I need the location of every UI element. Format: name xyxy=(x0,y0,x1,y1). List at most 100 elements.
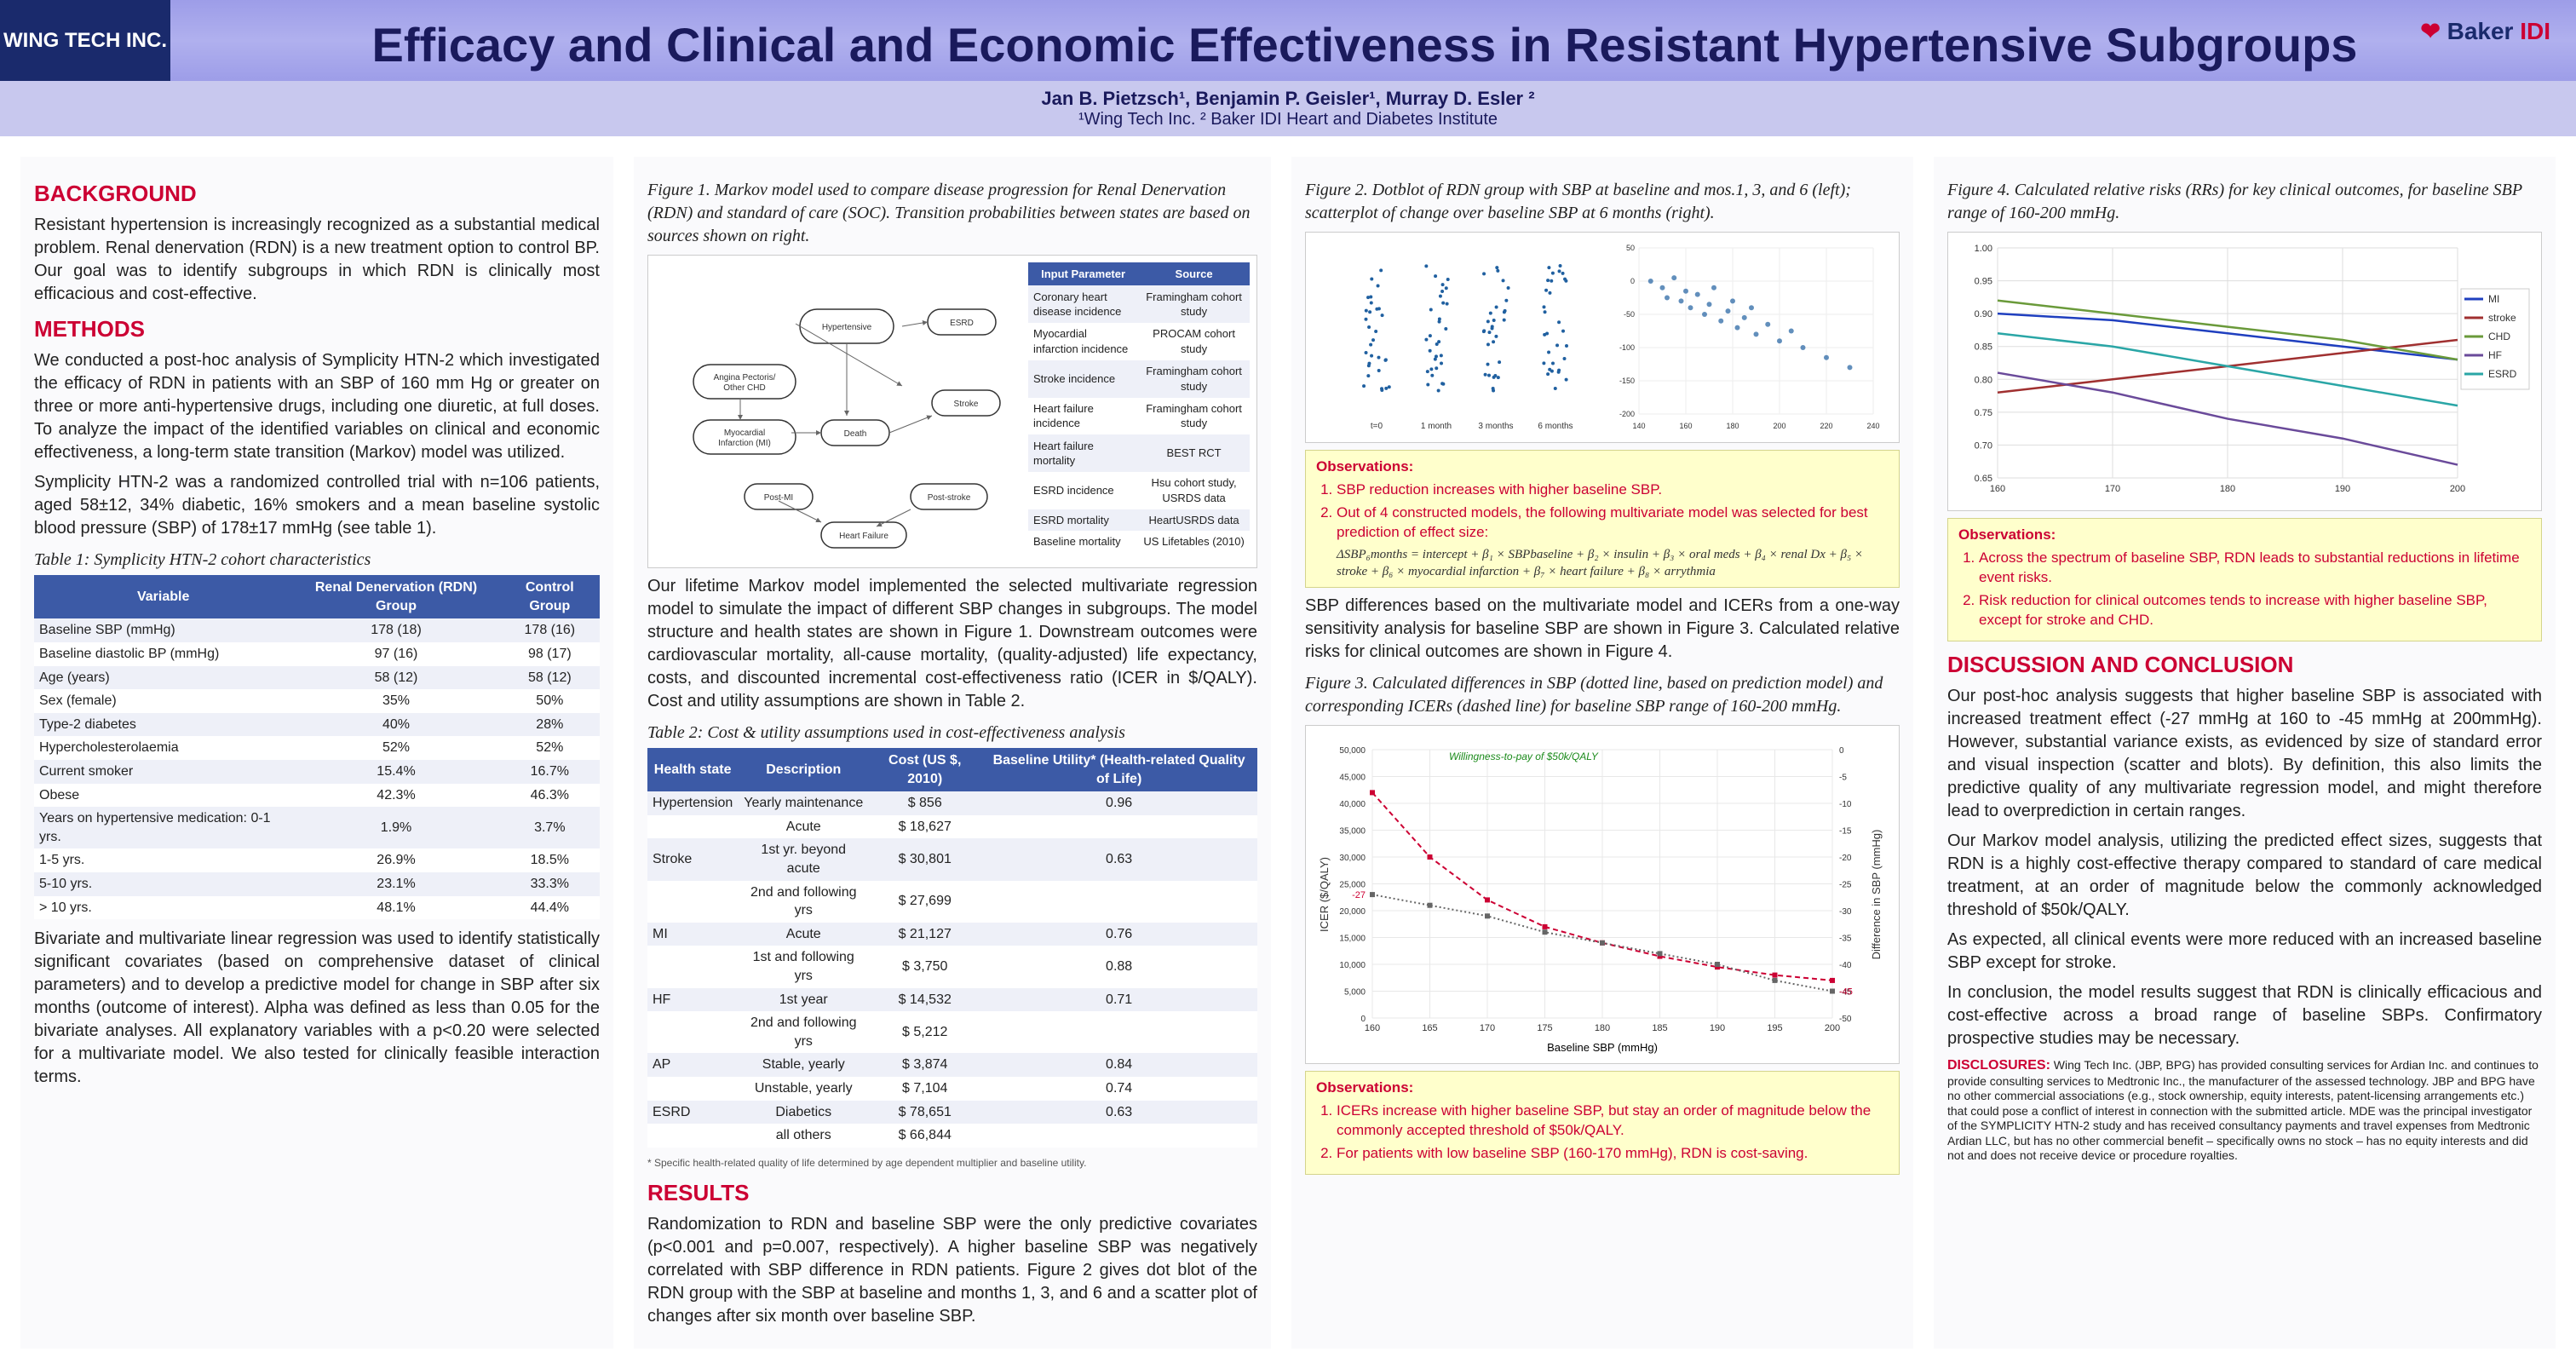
svg-text:25,000: 25,000 xyxy=(1339,881,1366,890)
disclosures: DISCLOSURES: Wing Tech Inc. (JBP, BPG) h… xyxy=(1947,1057,2542,1164)
svg-text:Baseline SBP (mmHg): Baseline SBP (mmHg) xyxy=(1547,1041,1658,1054)
discussion-p3: As expected, all clinical events were mo… xyxy=(1947,929,2542,975)
svg-text:0.95: 0.95 xyxy=(1975,277,1992,287)
svg-text:0: 0 xyxy=(1839,746,1844,756)
obs2-title: Observations: xyxy=(1316,457,1889,477)
discussion-p4: In conclusion, the model results suggest… xyxy=(1947,981,2542,1050)
fig4-caption: Figure 4. Calculated relative risks (RRs… xyxy=(1947,179,2542,225)
svg-text:ESRD: ESRD xyxy=(950,319,974,328)
poster-title: Efficacy and Clinical and Economic Effec… xyxy=(187,17,2542,72)
svg-text:0.90: 0.90 xyxy=(1975,309,1992,319)
svg-text:0.85: 0.85 xyxy=(1975,342,1992,353)
svg-text:Death: Death xyxy=(844,429,867,439)
table2: Health stateDescriptionCost (US $, 2010)… xyxy=(647,748,1257,1148)
svg-text:-100: -100 xyxy=(1619,343,1635,352)
svg-text:-15: -15 xyxy=(1839,827,1852,837)
svg-text:-5: -5 xyxy=(1839,774,1847,783)
svg-text:Angina Pectoris/: Angina Pectoris/ xyxy=(714,373,776,383)
svg-text:-27: -27 xyxy=(1352,890,1366,900)
column-2: Figure 1. Markov model used to compare d… xyxy=(634,157,1271,1349)
fig2-caption: Figure 2. Dotblot of RDN group with SBP … xyxy=(1305,179,1900,225)
wing-tech-logo: WING TECH INC. xyxy=(0,0,170,81)
background-text: Resistant hypertension is increasingly r… xyxy=(34,214,600,306)
results-heading: RESULTS xyxy=(647,1178,1257,1208)
table2-caption: Table 2: Cost & utility assumptions used… xyxy=(647,722,1257,745)
svg-text:190: 190 xyxy=(1710,1023,1725,1033)
svg-text:200: 200 xyxy=(1825,1023,1840,1033)
svg-text:180: 180 xyxy=(2220,484,2235,494)
heart-icon: ❤ xyxy=(2420,18,2440,44)
column-4: Figure 4. Calculated relative risks (RRs… xyxy=(1934,157,2556,1349)
svg-text:Post-stroke: Post-stroke xyxy=(928,493,971,503)
obs4-list: Across the spectrum of baseline SBP, RDN… xyxy=(1979,549,2531,630)
fig3-chart: 16016517017518018519019520005,00010,0001… xyxy=(1313,733,1892,1056)
svg-text:200: 200 xyxy=(1773,422,1785,430)
svg-text:5,000: 5,000 xyxy=(1344,988,1366,998)
svg-text:175: 175 xyxy=(1537,1023,1552,1033)
svg-text:160: 160 xyxy=(1679,422,1692,430)
baker-idi-logo: ❤ Baker IDI xyxy=(2420,17,2550,45)
svg-text:195: 195 xyxy=(1767,1023,1782,1033)
fig1-caption: Figure 1. Markov model used to compare d… xyxy=(647,179,1257,248)
background-heading: BACKGROUND xyxy=(34,179,600,209)
svg-text:160: 160 xyxy=(1990,484,2005,494)
table1-caption: Table 1: Symplicity HTN-2 cohort charact… xyxy=(34,549,600,572)
obs3-box: Observations: ICERs increase with higher… xyxy=(1305,1071,1900,1175)
obs2-box: Observations: SBP reduction increases wi… xyxy=(1305,450,1900,588)
fig3-box: 16016517017518018519019520005,00010,0001… xyxy=(1305,725,1900,1064)
methods-p1: We conducted a post-hoc analysis of Symp… xyxy=(34,349,600,464)
methods-p2: Symplicity HTN-2 was a randomized contro… xyxy=(34,471,600,540)
results-text: Randomization to RDN and baseline SBP we… xyxy=(647,1213,1257,1328)
methods-heading: METHODS xyxy=(34,314,600,344)
svg-text:1 month: 1 month xyxy=(1421,422,1452,431)
svg-text:Other CHD: Other CHD xyxy=(723,383,765,393)
obs2-list: SBP reduction increases with higher base… xyxy=(1337,480,1889,543)
svg-text:20,000: 20,000 xyxy=(1339,907,1366,917)
svg-text:-25: -25 xyxy=(1839,881,1852,890)
svg-text:0: 0 xyxy=(1630,277,1635,285)
authors-list: Jan B. Pietzsch¹, Benjamin P. Geisler¹, … xyxy=(1041,88,1534,109)
svg-text:6 months: 6 months xyxy=(1538,422,1573,431)
obs3-title: Observations: xyxy=(1316,1079,1889,1098)
markov-text: Our lifetime Markov model implemented th… xyxy=(647,575,1257,713)
svg-text:-30: -30 xyxy=(1839,907,1852,917)
svg-text:-150: -150 xyxy=(1619,377,1635,385)
header-band: WING TECH INC. Efficacy and Clinical and… xyxy=(0,0,2576,81)
column-3: Figure 2. Dotblot of RDN group with SBP … xyxy=(1291,157,1913,1349)
disclosures-label: DISCLOSURES: xyxy=(1947,1058,2050,1073)
svg-text:-35: -35 xyxy=(1839,935,1852,944)
svg-text:ESRD: ESRD xyxy=(2488,368,2517,380)
svg-text:35,000: 35,000 xyxy=(1339,827,1366,837)
fig2-dotblot: t=0 1 month 3 months 6 months xyxy=(1313,239,1594,435)
svg-text:Heart Failure: Heart Failure xyxy=(839,532,888,541)
logo-idi-text: IDI xyxy=(2520,18,2550,44)
obs4-box: Observations: Across the spectrum of bas… xyxy=(1947,518,2542,641)
table1: VariableRenal Denervation (RDN) GroupCon… xyxy=(34,575,600,919)
svg-text:Infarction (MI): Infarction (MI) xyxy=(718,439,771,448)
col3-between-text: SBP differences based on the multivariat… xyxy=(1305,595,1900,664)
svg-text:-200: -200 xyxy=(1619,410,1635,418)
svg-text:3 months: 3 months xyxy=(1478,422,1513,431)
svg-text:200: 200 xyxy=(2450,484,2465,494)
svg-text:Willingness-to-pay of $50k/QAL: Willingness-to-pay of $50k/QALY xyxy=(1449,751,1599,762)
svg-text:40,000: 40,000 xyxy=(1339,800,1366,809)
poster-root: WING TECH INC. Efficacy and Clinical and… xyxy=(0,0,2576,1369)
discussion-heading: DISCUSSION AND CONCLUSION xyxy=(1947,650,2542,680)
obs3-list: ICERs increase with higher baseline SBP,… xyxy=(1337,1102,1889,1164)
svg-text:0.75: 0.75 xyxy=(1975,408,1992,418)
methods-p3: Bivariate and multivariate linear regres… xyxy=(34,928,600,1089)
svg-text:-40: -40 xyxy=(1839,961,1852,970)
svg-text:170: 170 xyxy=(1480,1023,1495,1033)
authors-bar: Jan B. Pietzsch¹, Benjamin P. Geisler¹, … xyxy=(0,81,2576,136)
discussion-p2: Our Markov model analysis, utilizing the… xyxy=(1947,830,2542,922)
svg-text:30,000: 30,000 xyxy=(1339,854,1366,863)
svg-text:t=0: t=0 xyxy=(1371,422,1383,431)
svg-text:190: 190 xyxy=(2335,484,2350,494)
logo-baker-text: Baker xyxy=(2447,18,2514,44)
fig1-diagram: HypertensiveESRDAngina Pectoris/Other CH… xyxy=(647,255,1257,568)
svg-text:-50: -50 xyxy=(1624,310,1635,319)
fig3-caption: Figure 3. Calculated differences in SBP … xyxy=(1305,672,1900,718)
svg-text:ICER ($/QALY): ICER ($/QALY) xyxy=(1318,857,1331,932)
obs4-title: Observations: xyxy=(1958,526,2531,545)
svg-text:HF: HF xyxy=(2488,349,2502,361)
